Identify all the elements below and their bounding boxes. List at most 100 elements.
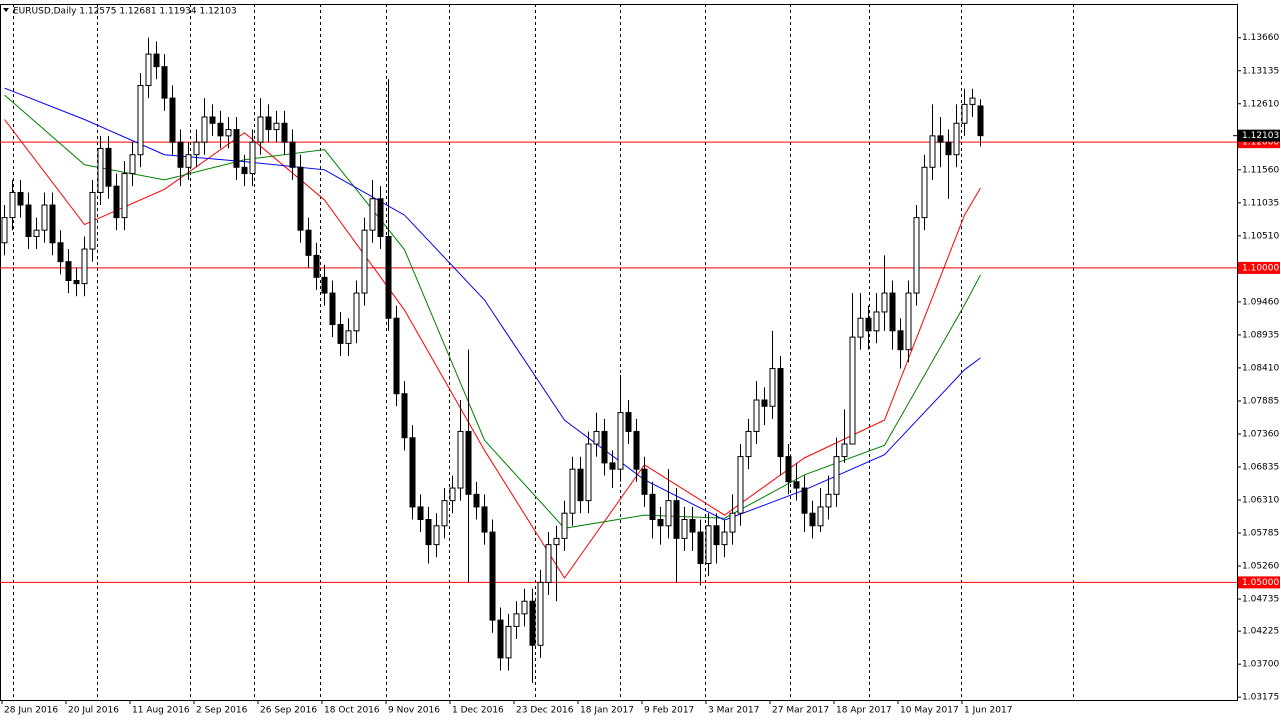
level-label: 1.05000 <box>1242 578 1279 588</box>
candle-body <box>17 191 24 206</box>
candle-body <box>113 185 120 219</box>
candle-body <box>641 468 648 495</box>
x-tick-label: 1 Dec 2016 <box>452 706 504 716</box>
moving-average <box>4 119 981 579</box>
candle-body <box>193 141 200 156</box>
candle-body <box>329 292 336 326</box>
candle-body <box>529 600 536 646</box>
x-tick-label: 2 Sep 2016 <box>196 706 248 716</box>
candle-body <box>969 97 976 105</box>
candle-body <box>977 105 984 137</box>
candle-body <box>297 166 304 231</box>
candle-body <box>497 619 504 659</box>
candle-body <box>9 191 16 219</box>
candle-body <box>465 430 472 495</box>
candle-body <box>89 191 96 250</box>
candle-body <box>793 481 800 489</box>
candle-body <box>785 456 792 483</box>
candle-body <box>521 600 528 615</box>
candle-body <box>545 544 552 583</box>
candle-body <box>617 412 624 470</box>
candle-body <box>289 141 296 168</box>
candle-body <box>41 204 48 231</box>
y-tick-label: 1.06310 <box>1242 496 1279 506</box>
y-tick-label: 1.13660 <box>1242 33 1279 43</box>
current-price-label: 1.12103 <box>1242 131 1279 141</box>
candle-body <box>889 292 896 332</box>
candle-body <box>697 531 704 565</box>
candle-body <box>401 393 408 439</box>
candle-body <box>929 135 936 168</box>
candle-body <box>817 506 824 527</box>
candle-body <box>201 116 208 143</box>
candle-body <box>809 512 816 527</box>
candle-body <box>841 443 848 458</box>
candle-body <box>65 261 72 282</box>
candle-body <box>881 292 888 313</box>
y-tick-label: 1.10510 <box>1242 231 1279 241</box>
candle-body <box>873 311 880 332</box>
candle-body <box>857 317 864 338</box>
y-tick-label: 1.05785 <box>1242 529 1279 539</box>
y-tick-label: 1.11560 <box>1242 165 1279 175</box>
candle-body <box>753 399 760 432</box>
x-tick-label: 18 Jan 2017 <box>580 706 634 716</box>
candle-body <box>273 122 280 131</box>
candle-body <box>393 317 400 395</box>
x-tick-label: 23 Dec 2016 <box>516 706 574 716</box>
candle-body <box>705 525 712 565</box>
current-price-box <box>1238 129 1280 142</box>
candle-body <box>249 141 256 175</box>
candle-body <box>57 242 64 263</box>
candle-body <box>241 166 248 175</box>
candle-body <box>25 204 32 237</box>
candle-body <box>553 537 560 546</box>
candle-body <box>777 368 784 458</box>
candle-body <box>673 500 680 539</box>
x-tick-label: 26 Sep 2016 <box>260 706 317 716</box>
candle-body <box>865 317 872 332</box>
candle-body <box>937 135 944 143</box>
plot-frame <box>0 4 1238 701</box>
y-tick-label: 1.07360 <box>1242 429 1279 439</box>
candle-body <box>305 229 312 256</box>
candle-body <box>353 292 360 332</box>
candle-body <box>361 229 368 294</box>
x-tick-label: 9 Feb 2017 <box>644 706 694 716</box>
candle-body <box>913 217 920 294</box>
candle-body <box>425 518 432 546</box>
candle-body <box>953 122 960 156</box>
candle-body <box>961 103 968 124</box>
x-tick-label: 1 Jun 2017 <box>964 706 1012 716</box>
candle-body <box>561 512 568 539</box>
x-tick-label: 10 May 2017 <box>900 706 959 716</box>
candle-body <box>433 525 440 546</box>
level-label: 1.10000 <box>1242 263 1279 273</box>
candle-body <box>313 254 320 278</box>
candle-body <box>721 531 728 546</box>
candle-body <box>745 430 752 458</box>
candle-body <box>713 525 720 546</box>
candle-body <box>729 512 736 533</box>
candle-body <box>537 581 544 646</box>
period-separators <box>13 4 1074 700</box>
x-tick-label: 27 Mar 2017 <box>772 706 829 716</box>
candle-body <box>513 613 520 627</box>
candle-body <box>945 141 952 156</box>
x-tick-label: 11 Aug 2016 <box>132 706 190 716</box>
candle-body <box>369 198 376 231</box>
candle-body <box>345 330 352 344</box>
candle-body <box>665 500 672 527</box>
candle-body <box>649 493 656 520</box>
candle-body <box>161 66 168 99</box>
candle-body <box>49 204 56 244</box>
level-label: 1.12000 <box>1242 138 1279 148</box>
candle-body <box>921 166 928 219</box>
candle-body <box>505 625 512 659</box>
candle-body <box>905 292 912 351</box>
chart-title: EURUSD,Daily 1.12575 1.12681 1.11934 1.1… <box>13 7 237 17</box>
candle-body <box>585 443 592 502</box>
candle-body <box>593 430 600 445</box>
candle-body <box>569 468 576 514</box>
candle-body <box>825 493 832 508</box>
